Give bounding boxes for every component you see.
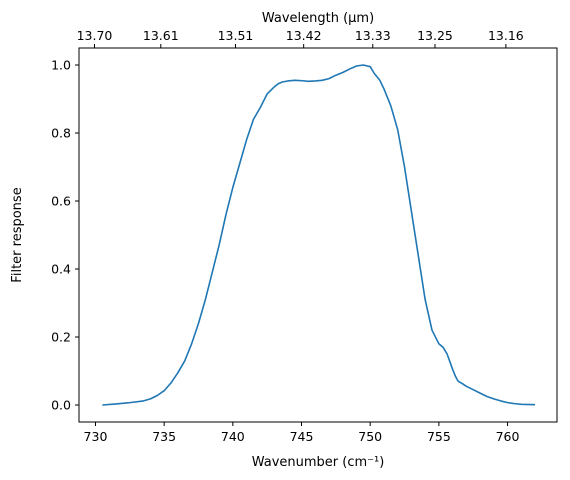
y-tick-label: 0.2 (51, 330, 71, 345)
y-axis-ticks: 0.0 0.2 0.4 0.6 0.8 1.0 (51, 58, 79, 413)
top-tick-label: 13.61 (143, 28, 179, 43)
y-tick-label: 0.0 (51, 398, 71, 413)
x-tick-label: 745 (290, 429, 314, 444)
y-tick-label: 0.6 (51, 194, 71, 209)
x-tick-label: 740 (221, 429, 245, 444)
top-tick-label: 13.33 (355, 28, 391, 43)
top-tick-label: 13.70 (77, 28, 113, 43)
y-axis-title: Filter response (10, 187, 25, 282)
top-axis-title: Wavelength (μm) (262, 11, 374, 26)
y-tick-label: 0.8 (51, 126, 71, 141)
x-axis-ticks: 730 735 740 745 750 755 760 (84, 422, 520, 444)
chart-marks (102, 64, 536, 406)
top-axis-ticks: 13.70 13.61 13.51 13.42 13.33 13.25 13.16 (77, 28, 524, 48)
x-axis-title: Wavenumber (cm⁻¹) (252, 455, 385, 470)
x-tick-label: 750 (358, 429, 382, 444)
y-tick-label: 0.4 (51, 262, 71, 277)
top-tick-label: 13.25 (417, 28, 453, 43)
top-tick-label: 13.42 (286, 28, 322, 43)
x-tick-label: 730 (84, 429, 108, 444)
top-tick-label: 13.16 (488, 28, 524, 43)
x-tick-label: 755 (427, 429, 451, 444)
x-tick-label: 760 (496, 429, 520, 444)
series-line-0 (102, 64, 536, 406)
x-tick-label: 735 (152, 429, 176, 444)
top-tick-label: 13.51 (218, 28, 254, 43)
plot-frame (78, 47, 558, 423)
y-tick-label: 1.0 (51, 58, 71, 73)
